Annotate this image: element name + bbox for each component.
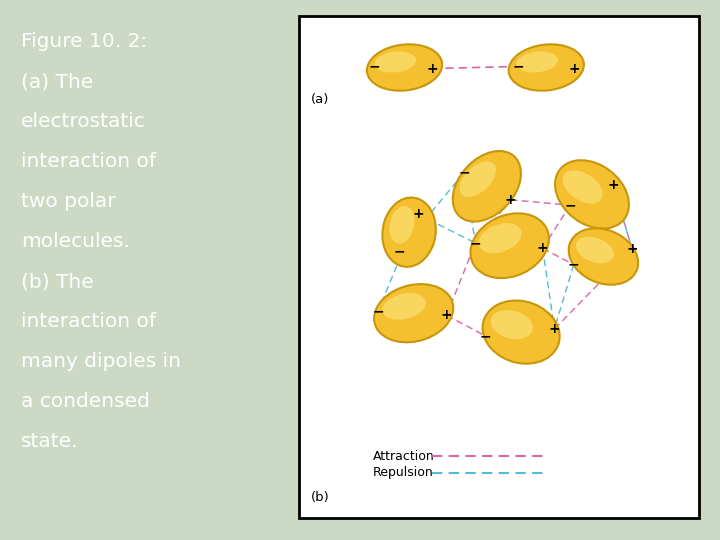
Text: −: − — [372, 304, 384, 318]
Ellipse shape — [375, 51, 416, 72]
Text: (b) The: (b) The — [21, 272, 94, 291]
Ellipse shape — [516, 51, 558, 72]
Ellipse shape — [479, 223, 521, 253]
Text: many dipoles in: many dipoles in — [21, 352, 181, 371]
Text: two polar: two polar — [21, 192, 116, 211]
Ellipse shape — [382, 198, 436, 267]
Ellipse shape — [453, 151, 521, 221]
Text: +: + — [426, 62, 438, 76]
Text: +: + — [549, 322, 560, 336]
Text: (a): (a) — [311, 92, 329, 106]
Text: (b): (b) — [311, 491, 330, 504]
Text: −: − — [393, 244, 405, 258]
Ellipse shape — [508, 44, 584, 91]
Text: +: + — [626, 242, 638, 256]
Text: electrostatic: electrostatic — [21, 112, 145, 131]
Text: +: + — [413, 207, 424, 221]
Ellipse shape — [374, 284, 454, 342]
Text: −: − — [458, 166, 469, 180]
Text: −: − — [369, 59, 381, 73]
Text: −: − — [512, 59, 523, 73]
Ellipse shape — [562, 171, 603, 204]
Ellipse shape — [382, 293, 426, 320]
Ellipse shape — [470, 213, 549, 278]
Text: −: − — [568, 258, 580, 272]
Text: +: + — [441, 308, 452, 322]
Ellipse shape — [555, 160, 629, 228]
Text: Figure 10. 2:: Figure 10. 2: — [21, 32, 148, 51]
Ellipse shape — [490, 310, 533, 339]
Ellipse shape — [367, 44, 442, 91]
Text: −: − — [564, 198, 576, 212]
Ellipse shape — [569, 228, 638, 285]
Ellipse shape — [576, 237, 614, 263]
Text: a condensed: a condensed — [21, 392, 150, 411]
Text: +: + — [607, 178, 618, 192]
Text: +: + — [537, 241, 549, 255]
Text: −: − — [480, 329, 491, 343]
Text: molecules.: molecules. — [21, 232, 130, 251]
Text: Repulsion: Repulsion — [372, 466, 433, 479]
Text: +: + — [569, 62, 580, 76]
Ellipse shape — [482, 300, 559, 364]
Ellipse shape — [390, 206, 415, 244]
Text: (a) The: (a) The — [21, 72, 94, 91]
Text: state.: state. — [21, 432, 78, 451]
Text: Attraction: Attraction — [372, 450, 434, 463]
Text: interaction of: interaction of — [21, 152, 156, 171]
Text: −: − — [469, 236, 481, 250]
Text: interaction of: interaction of — [21, 312, 156, 331]
FancyBboxPatch shape — [300, 16, 699, 518]
Text: +: + — [505, 193, 516, 207]
Ellipse shape — [459, 161, 496, 197]
